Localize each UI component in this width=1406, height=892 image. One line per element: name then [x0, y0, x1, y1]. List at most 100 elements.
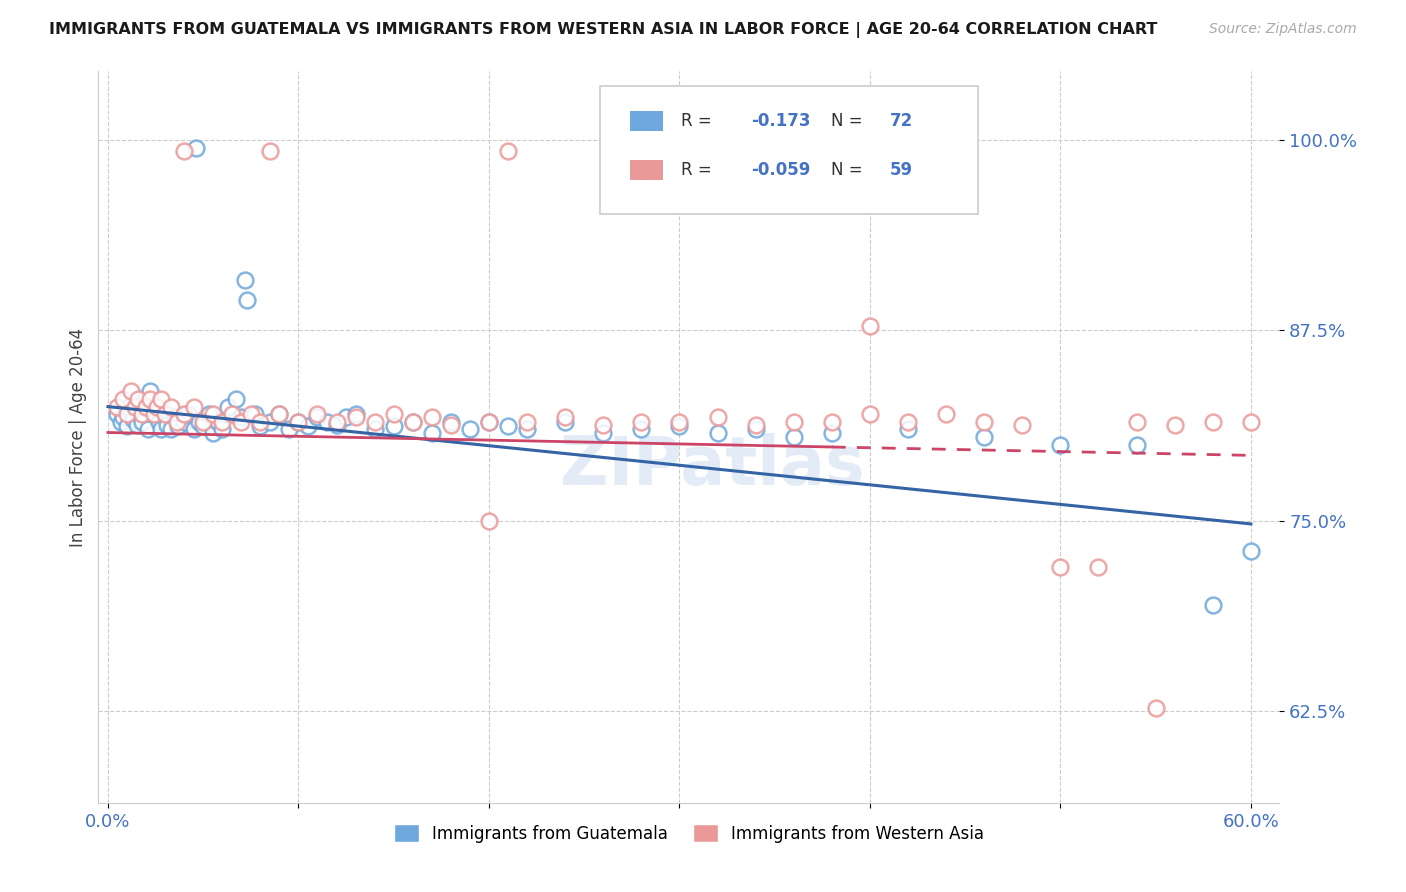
Point [231, 415, 253, 429]
Point [1163, 417, 1185, 432]
Point [1125, 415, 1147, 429]
Point [935, 407, 957, 421]
Y-axis label: In Labor Force | Age 20-64: In Labor Force | Age 20-64 [69, 327, 87, 547]
Point [131, 415, 153, 429]
Text: Source: ZipAtlas.com: Source: ZipAtlas.com [1209, 22, 1357, 37]
Point [630, 422, 652, 436]
Point [131, 407, 153, 421]
Point [859, 407, 882, 421]
Point [859, 318, 882, 333]
Point [821, 415, 844, 429]
Point [287, 415, 309, 429]
Text: 72: 72 [890, 112, 912, 130]
Point [630, 415, 652, 429]
Point [344, 410, 367, 425]
Point [478, 415, 501, 429]
Point [1087, 559, 1109, 574]
Point [335, 410, 357, 425]
Point [159, 400, 181, 414]
Point [156, 417, 179, 432]
Point [198, 407, 221, 421]
Text: R =: R = [681, 112, 717, 130]
Point [173, 144, 195, 158]
Point [142, 407, 165, 421]
Point [193, 415, 215, 429]
FancyBboxPatch shape [630, 160, 664, 180]
Point [129, 392, 152, 406]
Point [159, 422, 181, 436]
Point [478, 514, 501, 528]
Point [112, 410, 135, 425]
Point [1202, 415, 1225, 429]
Legend: Immigrants from Guatemala, Immigrants from Western Asia: Immigrants from Guatemala, Immigrants fr… [387, 818, 991, 849]
Point [420, 425, 443, 440]
Point [193, 419, 215, 434]
Point [127, 407, 149, 421]
Point [184, 140, 207, 154]
Point [225, 392, 247, 406]
Point [478, 415, 501, 429]
Point [420, 410, 443, 425]
Point [744, 422, 766, 436]
Point [516, 415, 538, 429]
Point [592, 417, 614, 432]
Point [201, 407, 224, 421]
Point [167, 419, 190, 434]
Point [115, 419, 138, 434]
Point [1240, 544, 1263, 558]
Point [141, 407, 163, 421]
Point [1049, 559, 1071, 574]
Point [1316, 415, 1339, 429]
Point [124, 400, 146, 414]
Point [1240, 415, 1263, 429]
Point [316, 415, 339, 429]
Point [183, 422, 205, 436]
Point [173, 415, 195, 429]
Point [231, 410, 253, 425]
Text: -0.173: -0.173 [752, 112, 811, 130]
Point [554, 410, 576, 425]
Point [127, 392, 149, 406]
Point [668, 415, 690, 429]
Point [496, 144, 519, 158]
Point [207, 415, 229, 429]
Point [139, 392, 162, 406]
Point [166, 415, 188, 429]
Point [440, 417, 463, 432]
Point [146, 400, 169, 414]
Point [363, 422, 385, 436]
Point [135, 400, 157, 414]
Point [211, 422, 233, 436]
Point [221, 407, 243, 421]
Point [177, 407, 200, 421]
Point [107, 400, 129, 414]
Point [1392, 417, 1406, 432]
Point [440, 415, 463, 429]
Point [183, 400, 205, 414]
Point [201, 425, 224, 440]
Text: -0.059: -0.059 [752, 161, 811, 179]
Point [249, 415, 271, 429]
Text: ZIPatlas: ZIPatlas [560, 434, 865, 500]
Text: IMMIGRANTS FROM GUATEMALA VS IMMIGRANTS FROM WESTERN ASIA IN LABOR FORCE | AGE 2: IMMIGRANTS FROM GUATEMALA VS IMMIGRANTS … [49, 22, 1157, 38]
Point [269, 407, 291, 421]
Text: N =: N = [831, 161, 868, 179]
Text: R =: R = [681, 161, 717, 179]
Point [239, 407, 262, 421]
Point [297, 419, 319, 434]
Point [592, 425, 614, 440]
Point [706, 410, 728, 425]
Point [217, 400, 239, 414]
Point [153, 407, 176, 421]
Point [277, 422, 299, 436]
Point [173, 407, 195, 421]
FancyBboxPatch shape [600, 86, 979, 214]
Point [1125, 438, 1147, 452]
Point [402, 415, 425, 429]
Point [973, 430, 995, 444]
Point [120, 404, 142, 418]
Point [1144, 701, 1167, 715]
Point [136, 422, 159, 436]
Point [153, 407, 176, 421]
Point [233, 273, 256, 287]
